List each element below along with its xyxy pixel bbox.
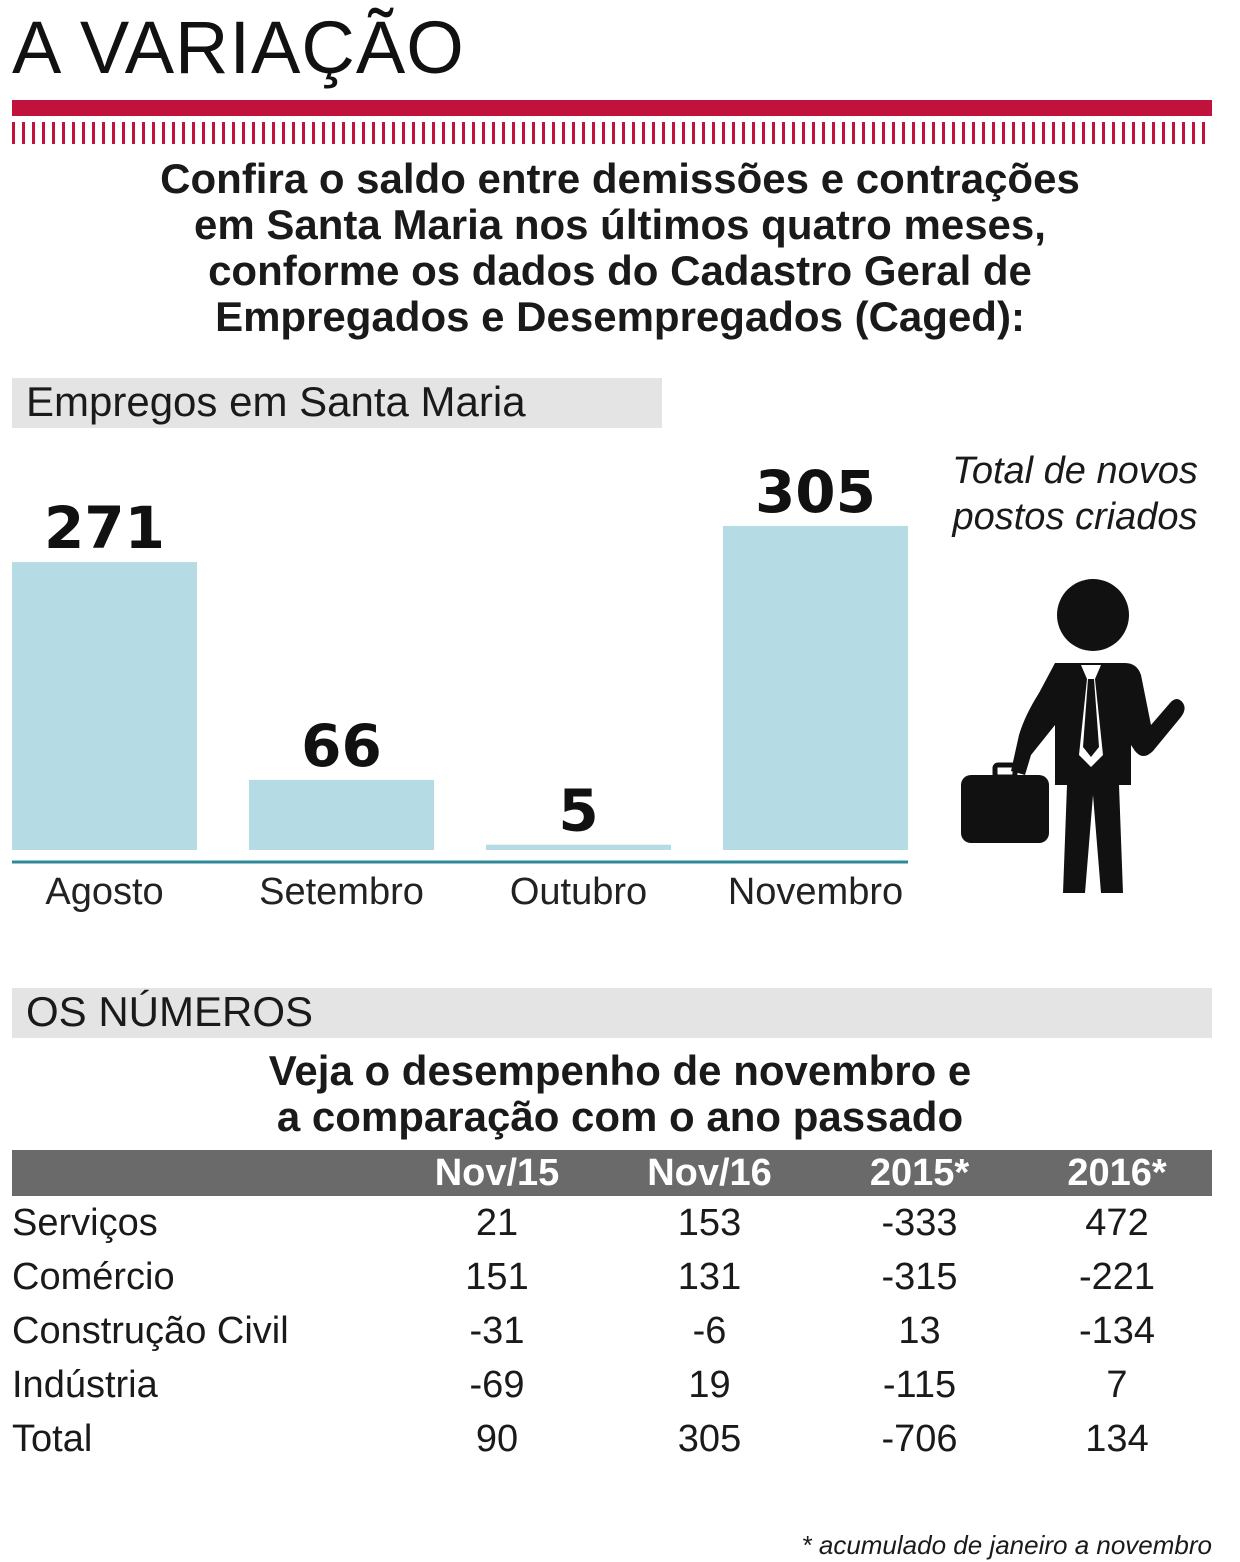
chart-header: Empregos em Santa Maria — [12, 378, 662, 428]
table-cell: 131 — [677, 1255, 742, 1298]
intro-line: Empregados e Desempregados (Caged): — [215, 293, 1025, 340]
intro-line: conforme os dados do Cadastro Geral de — [208, 247, 1032, 294]
table-cell: -31 — [469, 1309, 525, 1352]
row-label: Comércio — [12, 1255, 175, 1298]
category-label: Setembro — [259, 871, 424, 913]
column-header — [12, 1150, 392, 1196]
bar-novembro — [723, 525, 908, 850]
table-header-label: OS NÚMEROS — [26, 988, 314, 1035]
footnote: * acumulado de janeiro a novembro — [801, 1530, 1212, 1560]
table-cell: 305 — [677, 1417, 742, 1460]
page-title: A VARIAÇÃO — [12, 6, 465, 89]
table-row: Total 90 305 -706 134 — [12, 1412, 1212, 1466]
table-cell: 134 — [1085, 1417, 1149, 1460]
table-cell: 7 — [1106, 1363, 1128, 1406]
intro-line: Confira o saldo entre demissões e contra… — [160, 155, 1080, 202]
table-cell: -6 — [692, 1309, 727, 1352]
table-cell: -221 — [1078, 1255, 1156, 1298]
row-label: Construção Civil — [12, 1309, 289, 1352]
table-cell: -333 — [881, 1201, 958, 1244]
table-row: Construção Civil -31 -6 13 -134 — [12, 1304, 1212, 1358]
bar-value-label: 66 — [301, 712, 382, 780]
total-caption-line: postos criados — [952, 496, 1198, 538]
total-caption: Total de novos postos criados — [930, 448, 1220, 540]
table-cell: -315 — [881, 1255, 958, 1298]
table-cell: -69 — [469, 1363, 525, 1406]
bar-agosto — [12, 562, 197, 850]
bar-outubro — [486, 844, 671, 850]
table-header-row: Nov/15 Nov/16 2015* 2016* — [12, 1150, 1212, 1196]
bar-value-label: 305 — [755, 458, 876, 526]
column-header: Nov/16 — [602, 1150, 817, 1196]
bar-value-label: 5 — [558, 777, 598, 845]
table-cell: 21 — [475, 1201, 519, 1244]
row-label: Indústria — [12, 1363, 158, 1406]
table-cell: 472 — [1085, 1201, 1149, 1244]
table-row: Comércio 151 131 -315 -221 — [12, 1250, 1212, 1304]
category-label: Outubro — [510, 871, 647, 913]
intro-text: Confira o saldo entre demissões e contra… — [60, 156, 1180, 340]
column-header: 2016* — [1022, 1150, 1212, 1196]
table-cell: 90 — [475, 1417, 519, 1460]
total-caption-line: Total de novos — [952, 450, 1198, 492]
table-row: Indústria -69 19 -115 7 — [12, 1358, 1212, 1412]
bar-setembro — [249, 779, 434, 850]
chart-header-label: Empregos em Santa Maria — [26, 378, 526, 425]
category-label: Agosto — [45, 871, 163, 913]
intro-line: em Santa Maria nos últimos quatro meses, — [194, 201, 1046, 248]
table-header: OS NÚMEROS — [12, 988, 1212, 1038]
table-cell: 13 — [898, 1309, 941, 1352]
table-cell: 151 — [465, 1255, 529, 1298]
bar-value-label: 271 — [44, 494, 165, 562]
accent-tick-strip — [12, 122, 1212, 144]
column-header: Nov/15 — [392, 1150, 602, 1196]
table-cell: 153 — [677, 1201, 742, 1244]
table-cell: 19 — [688, 1363, 731, 1406]
table-subtitle-line: a comparação com o ano passado — [276, 1093, 964, 1140]
businessman-with-briefcase-icon — [961, 579, 1185, 893]
table-subtitle-line: Veja o desempenho de novembro e — [268, 1047, 972, 1094]
bar-chart: 271 Agosto 66 Setembro 5 Outubro 305 Novembro — [12, 458, 908, 913]
column-header: 2015* — [817, 1150, 1022, 1196]
accent-bar — [12, 100, 1212, 116]
table-cell: -706 — [881, 1417, 958, 1460]
data-table: Nov/15 Nov/16 2015* 2016* Serviços 21 15… — [12, 1150, 1212, 1466]
table-row: Serviços 21 153 -333 472 — [12, 1196, 1212, 1250]
category-label: Novembro — [728, 871, 903, 913]
table-cell: -115 — [882, 1363, 957, 1406]
table-subtitle: Veja o desempenho de novembro e a compar… — [100, 1048, 1140, 1140]
table-cell: -134 — [1078, 1309, 1156, 1352]
row-label: Serviços — [12, 1201, 158, 1244]
row-label: Total — [12, 1417, 93, 1460]
